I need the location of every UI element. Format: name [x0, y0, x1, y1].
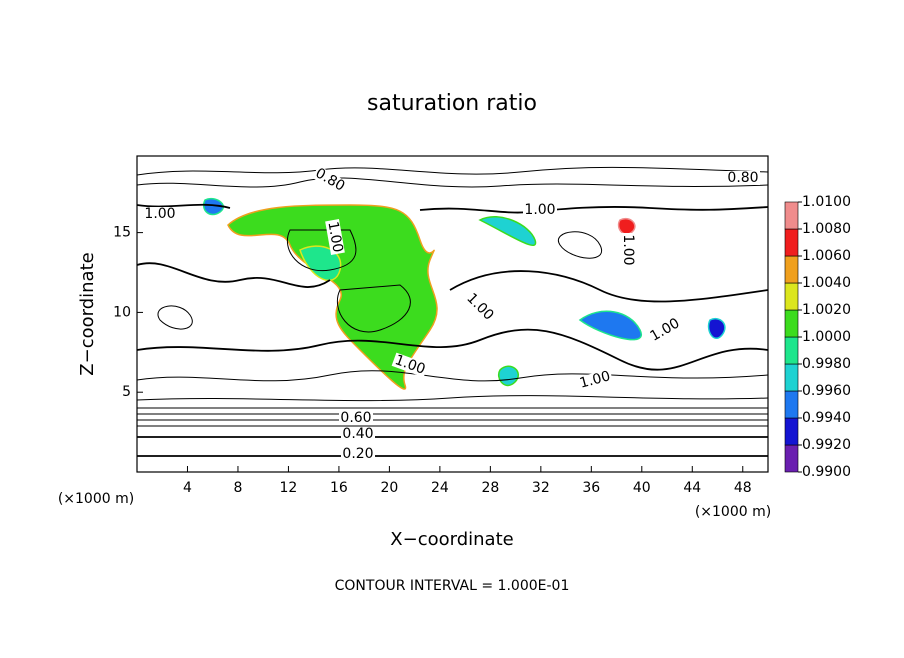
colorbar-label: 0.9960 — [802, 383, 851, 399]
contour-label-bg — [339, 411, 373, 425]
colorbar-label: 0.9920 — [802, 437, 851, 453]
contour-label-bg — [341, 427, 375, 441]
contour-label: 0.20 — [342, 446, 373, 462]
y-axis-label: Z−coordinate — [77, 252, 98, 375]
contour-label: 1.00 — [620, 234, 636, 265]
colorbar-label: 0.9940 — [802, 410, 851, 426]
unit-label: (×1000 m) — [58, 491, 134, 507]
plot-frame — [136, 155, 769, 473]
colorbar-box — [784, 336, 799, 365]
x-tick-label: 24 — [431, 480, 449, 496]
shaded-region — [203, 198, 225, 216]
shaded-region — [299, 245, 342, 282]
colorbar-box — [784, 417, 799, 446]
x-tick-label: 8 — [233, 480, 242, 496]
shaded-region — [478, 216, 537, 246]
contour-label-bg — [143, 207, 177, 221]
x-tick-label: 20 — [380, 480, 398, 496]
contour-label-bg — [523, 203, 557, 217]
shaded-region — [707, 318, 726, 340]
contour-label: 1.00 — [578, 368, 612, 392]
colorbar-label: 1.0020 — [802, 302, 851, 318]
contour-label-bg — [576, 368, 614, 392]
unit-label: (×1000 m) — [695, 504, 771, 520]
contours — [136, 166, 769, 457]
contour-label-bg — [463, 290, 497, 324]
colorbar-box — [784, 228, 799, 257]
contour-label-bg — [391, 352, 429, 378]
x-tick-label: 48 — [734, 480, 752, 496]
colorbar-box — [784, 363, 799, 392]
x-tick-label: 44 — [683, 480, 701, 496]
x-tick-label: 40 — [633, 480, 651, 496]
contour-label: 0.40 — [342, 426, 373, 442]
contour-label: 1.00 — [144, 206, 175, 222]
contour-label-bg — [311, 165, 349, 195]
contour-line — [136, 203, 769, 214]
contour-label-bg — [341, 447, 375, 461]
colorbar-label: 1.0040 — [802, 275, 851, 291]
contour-label: 0.80 — [727, 170, 758, 186]
shaded-region — [498, 365, 520, 387]
colorbar-label: 0.9900 — [802, 464, 851, 480]
y-tick-label: 10 — [113, 304, 131, 320]
x-tick-label: 28 — [481, 480, 499, 496]
x-tick-label: 4 — [183, 480, 192, 496]
x-tick-label: 32 — [532, 480, 550, 496]
contour-label: 1.00 — [524, 202, 555, 218]
shaded-region — [578, 310, 643, 341]
x-axis-label: X−coordinate — [390, 529, 513, 550]
contour-line — [137, 407, 768, 427]
contour-label-bg — [646, 315, 684, 345]
shaded-region — [617, 218, 636, 235]
x-tick-label: 12 — [280, 480, 298, 496]
colorbar-label: 1.0080 — [802, 221, 851, 237]
contour-line — [136, 262, 769, 303]
contour-line — [136, 177, 769, 188]
y-tick-label: 15 — [113, 225, 131, 241]
contour-label: 0.60 — [340, 410, 371, 426]
contour-line — [137, 436, 768, 457]
colorbar-box — [784, 309, 799, 338]
chart-title: saturation ratio — [367, 91, 537, 116]
contour-line — [136, 328, 769, 371]
contour-line — [136, 166, 769, 176]
colorbar-box — [784, 444, 799, 473]
x-tick-label: 36 — [582, 480, 600, 496]
colorbar-box — [784, 255, 799, 284]
colorbar-label: 1.0100 — [802, 194, 851, 210]
colorbar-box — [784, 390, 799, 419]
contour-label-bg — [726, 171, 760, 185]
y-tick-label: 5 — [122, 384, 131, 400]
contour-label: 1.00 — [324, 220, 345, 253]
colorbar-box — [784, 201, 799, 230]
colorbar-label: 0.9980 — [802, 356, 851, 372]
colorbar-box — [784, 282, 799, 311]
contour-line — [136, 370, 769, 382]
colorbar-label: 1.0060 — [802, 248, 851, 264]
contour-label-bg — [621, 233, 635, 267]
x-tick-label: 16 — [330, 480, 348, 496]
colorbar-label: 1.0000 — [802, 329, 851, 345]
contour-line — [286, 229, 411, 333]
footer: CONTOUR INTERVAL = 1.000E-01 — [335, 578, 570, 594]
contour-line — [136, 395, 769, 402]
contour-line — [157, 231, 603, 330]
contour-label-bg — [325, 219, 345, 255]
